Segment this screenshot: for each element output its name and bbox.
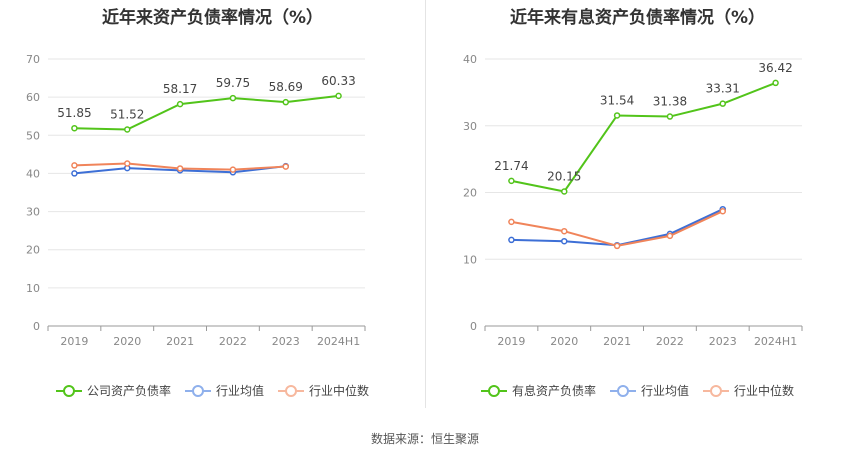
y-tick-label: 70 (26, 53, 40, 66)
data-point (282, 163, 289, 170)
data-point (772, 79, 779, 87)
data-point (613, 112, 621, 119)
legend-item-industry-mean[interactable]: 行业均值 (609, 382, 689, 399)
chart-title: 近年来有息资产负债率情况（%） (509, 8, 766, 28)
x-tick-label: 2021 (166, 335, 194, 348)
data-label: 59.75 (216, 76, 250, 90)
data-point (71, 162, 78, 169)
y-tick-label: 10 (26, 282, 40, 295)
data-label: 20.15 (547, 169, 581, 183)
data-point (229, 94, 237, 102)
legend-item-industry-mean[interactable]: 行业均值 (184, 382, 264, 399)
data-label: 58.69 (269, 80, 303, 94)
data-label: 31.54 (600, 93, 634, 107)
legend-swatch-green (480, 384, 507, 398)
interest-debt-ratio-chart: 0 10 20 30 40 2019 2020 2021 2022 2023 2024H1 21.74… (463, 53, 803, 348)
y-tick-label: 10 (463, 253, 477, 266)
data-label: 51.85 (57, 106, 91, 120)
data-point (719, 100, 726, 107)
y-tick-label: 40 (26, 167, 40, 180)
legend-item-industry-median[interactable]: 行业中位数 (703, 382, 794, 399)
data-label: 51.52 (110, 107, 144, 121)
data-label: 36.42 (758, 61, 792, 75)
chart-legend: 有息资产负债率 行业均值 行业中位数 (425, 382, 850, 399)
data-point (508, 177, 515, 185)
legend-swatch-green (55, 384, 82, 398)
legend-item-industry-median[interactable]: 行业中位数 (278, 382, 369, 399)
series-line (511, 81, 776, 193)
legend-label: 公司资产负债率 (86, 384, 171, 398)
legend-label: 有息资产负债率 (511, 384, 596, 398)
x-tick-label: 2020 (550, 335, 578, 348)
x-tick-label: 2022 (656, 335, 684, 348)
data-point (561, 188, 568, 195)
legend-swatch-blue (184, 384, 211, 398)
data-point (719, 207, 726, 215)
legend-swatch-orange (278, 384, 304, 398)
legend-label: 行业中位数 (309, 384, 370, 398)
data-point (613, 242, 621, 250)
chart-legend: 公司资产负债率 行业均值 行业中位数 (0, 382, 425, 399)
x-tick-label: 2024H1 (754, 335, 797, 348)
legend-label: 行业中位数 (734, 384, 795, 398)
data-point (71, 124, 78, 132)
data-label: 58.17 (163, 82, 197, 96)
data-point (561, 237, 568, 245)
debt-ratio-chart: 0 10 20 30 40 50 60 70 2019 2020 2021 2022 2023 2024H… (26, 53, 366, 348)
data-point (124, 160, 131, 167)
data-point (71, 170, 78, 177)
data-point (508, 218, 515, 226)
y-tick-label: 60 (26, 91, 40, 104)
data-point (176, 165, 184, 172)
data-point (229, 166, 237, 173)
y-tick-label: 0 (470, 320, 477, 333)
data-point (508, 236, 515, 244)
data-point (666, 113, 674, 120)
y-tick-label: 0 (33, 320, 40, 333)
data-point (335, 92, 342, 100)
legend-item-company[interactable]: 公司资产负债率 (55, 382, 171, 399)
data-point (124, 126, 131, 133)
y-tick-label: 20 (463, 187, 477, 200)
legend-swatch-orange (703, 384, 729, 398)
y-tick-label: 50 (26, 129, 40, 142)
data-point (666, 232, 674, 240)
legend-swatch-blue (609, 384, 636, 398)
data-label: 31.38 (653, 95, 687, 109)
data-point (561, 227, 568, 235)
x-tick-label: 2023 (272, 335, 300, 348)
data-point (176, 100, 184, 108)
data-label: 21.74 (494, 159, 528, 173)
legend-label: 行业均值 (640, 384, 689, 398)
data-label: 60.33 (321, 74, 355, 88)
x-tick-label: 2022 (219, 335, 247, 348)
x-tick-label: 2021 (603, 335, 631, 348)
data-point (282, 98, 289, 106)
x-tick-label: 2023 (709, 335, 737, 348)
interest-debt-ratio-chart-panel: 近年来有息资产负债率情况（%） 0 10 20 30 40 2019 2020 2021 202… (425, 0, 850, 420)
y-tick-label: 30 (26, 206, 40, 219)
debt-ratio-chart-panel: 近年来资产负债率情况（%） 0 10 20 30 40 50 60 70 2019 2020 202… (0, 0, 425, 420)
chart-title: 近年来资产负债率情况（%） (101, 8, 324, 28)
legend-item-interest-debt[interactable]: 有息资产负债率 (480, 382, 596, 399)
data-source: 数据来源：恒生聚源 (370, 432, 479, 446)
y-tick-label: 20 (26, 244, 40, 257)
y-tick-label: 30 (463, 120, 477, 133)
y-tick-label: 40 (463, 53, 477, 66)
legend-label: 行业均值 (215, 384, 264, 398)
x-tick-label: 2019 (497, 335, 525, 348)
x-tick-label: 2024H1 (317, 335, 360, 348)
series-line (74, 94, 339, 131)
data-label: 33.31 (706, 82, 740, 96)
x-tick-label: 2019 (60, 335, 88, 348)
x-tick-label: 2020 (113, 335, 141, 348)
panel-divider (425, 0, 426, 408)
